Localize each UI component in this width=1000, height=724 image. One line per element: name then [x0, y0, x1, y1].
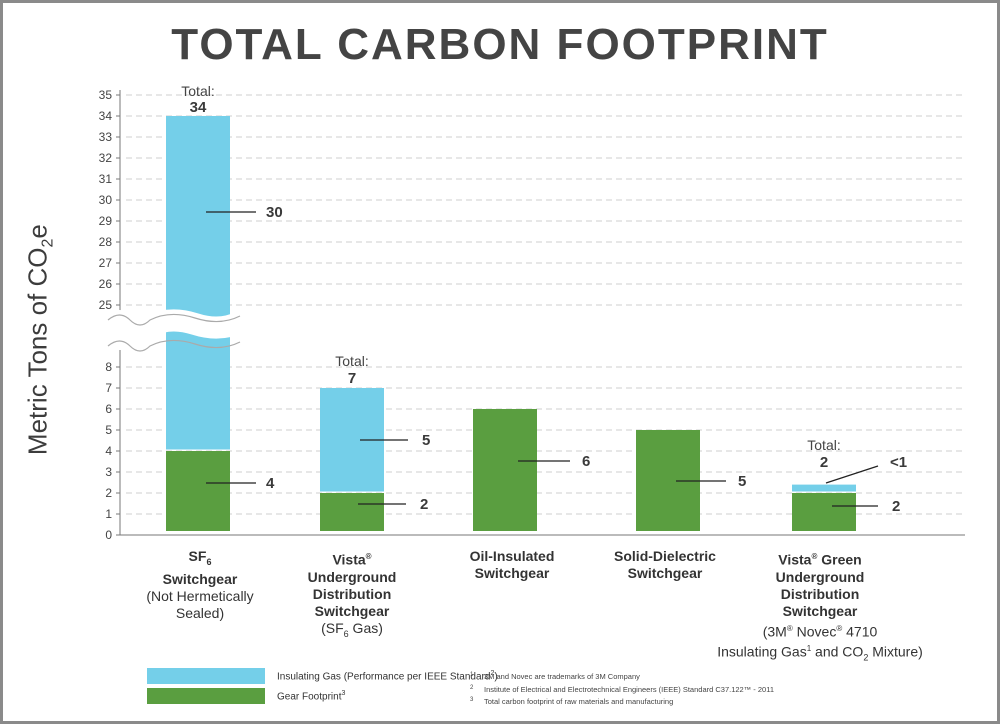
y-tick-label: 34 [99, 109, 113, 123]
legend-label-gear-footprint: Gear Footprint3 [277, 689, 346, 703]
y-tick-label: 27 [99, 256, 113, 270]
y-tick-label: 7 [105, 381, 112, 395]
y-tick-label: 1 [105, 507, 112, 521]
value-label: 6 [582, 453, 590, 470]
total-label: Total: [181, 83, 214, 99]
value-label: 2 [892, 498, 900, 515]
bar-gear-footprint [320, 493, 384, 531]
y-tick-label: 25 [99, 298, 113, 312]
total-value: 7 [348, 370, 356, 387]
y-tick-label: 32 [99, 151, 113, 165]
y-tick-label: 31 [99, 172, 113, 186]
value-label: 30 [266, 204, 283, 221]
value-label: 5 [738, 473, 746, 490]
category-label-solid-dielectric: Solid-Dielectric Switchgear [614, 548, 716, 581]
footnote-1: 1 3M and Novec are trademarks of 3M Compa… [470, 672, 640, 681]
value-label: <1 [890, 454, 907, 471]
axis-break-line [107, 339, 241, 352]
category-label-sf6: SF6 Switchgear (Not Hermetically Sealed) [146, 548, 254, 621]
category-label-vista: Vista® Underground Distribution Switchge… [307, 551, 397, 639]
bar-insulating-gas [166, 116, 230, 450]
value-label: 2 [420, 496, 428, 513]
y-tick-label: 6 [105, 402, 112, 416]
axis-break-gap [100, 309, 245, 342]
value-label: 5 [422, 432, 430, 449]
y-tick-label: 5 [105, 423, 112, 437]
y-tick-label: 3 [105, 465, 112, 479]
y-tick-label: 4 [105, 444, 112, 458]
chart-title: TOTAL CARBON FOOTPRINT [171, 20, 829, 69]
bar-gear-footprint [166, 451, 230, 531]
legend-item-insulating-gas: Insulating Gas (Performance per IEEE Sta… [147, 668, 498, 684]
y-tick-label: 0 [105, 528, 112, 542]
legend-swatch-insulating-gas [147, 668, 265, 684]
axis-break-line [107, 313, 241, 326]
total-value: 2 [820, 454, 828, 471]
value-label: 4 [266, 475, 275, 492]
bar-gear-footprint [792, 493, 856, 531]
y-tick-label: 26 [99, 277, 113, 291]
legend-swatch-gear-footprint [147, 688, 265, 704]
legend-item-gear-footprint: Gear Footprint3 [147, 688, 345, 704]
bar-gear-footprint [473, 409, 537, 531]
y-tick-label: 30 [99, 193, 113, 207]
value-label-leader [825, 465, 879, 484]
y-tick-label: 35 [99, 88, 113, 102]
footnote-3: 3 Total carbon footprint of raw materials… [470, 697, 674, 706]
legend-label-insulating-gas: Insulating Gas (Performance per IEEE Sta… [277, 669, 498, 683]
total-label: Total: [807, 437, 840, 453]
y-tick-label: 2 [105, 486, 112, 500]
y-tick-label: 8 [105, 360, 112, 374]
category-label-oil-insulated: Oil-Insulated Switchgear [469, 548, 555, 581]
bar-insulating-gas [792, 484, 856, 492]
category-label-vista-green: Vista® Green Underground Distribution Sw… [717, 551, 923, 663]
y-tick-label: 33 [99, 130, 113, 144]
total-value: 34 [190, 99, 207, 116]
y-tick-label: 29 [99, 214, 113, 228]
total-label: Total: [335, 353, 368, 369]
footnote-2: 2 Institute of Electrical and Electrotech… [470, 685, 775, 694]
y-tick-label: 28 [99, 235, 113, 249]
